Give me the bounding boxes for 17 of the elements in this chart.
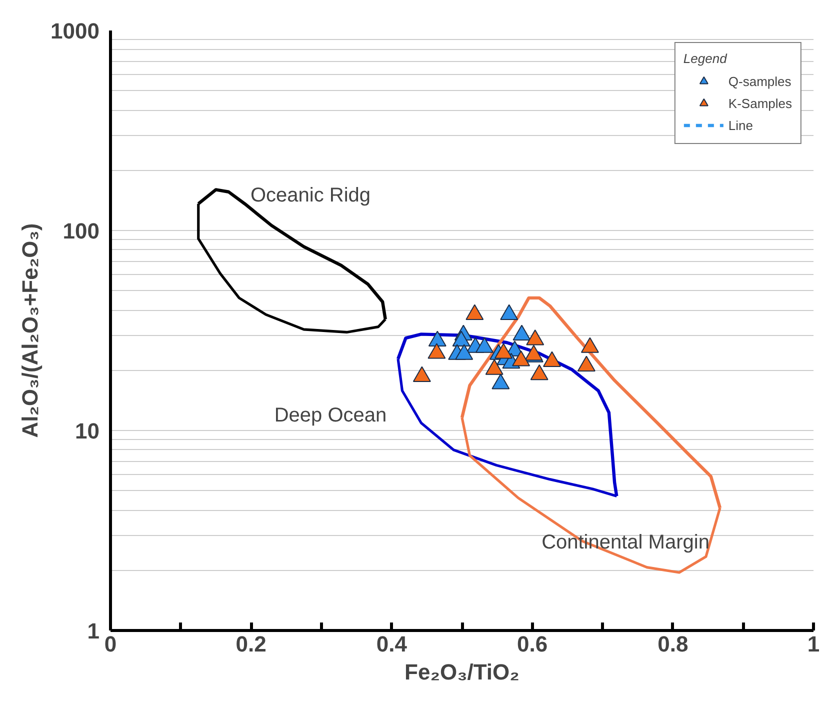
x-tick-label: 0 [104,632,117,656]
x-tick-label: 0.4 [376,632,408,656]
legend-title: Legend [683,51,728,66]
y-tick-label: 10 [75,418,100,444]
x-tick-label: 0.6 [517,632,548,656]
y-tick-label: 1000 [50,18,100,44]
legend-label: K-Samples [728,96,792,110]
legend-label: Q-samples [728,74,792,88]
x-tick-label: 0.8 [658,632,688,656]
x-tick-label: 0.2 [236,632,266,656]
y-tick-label: 100 [62,218,100,244]
y-axis-title: Al₂O₃/(Al₂O₃+Fe₂O₃) [18,223,43,438]
legend-label: Line [728,118,753,132]
x-tick-label: 1 [807,632,820,656]
annotation: Oceanic Ridg [250,184,371,206]
annotation: Deep Ocean [274,404,387,426]
x-axis-title: Fe₂O₃/TiO₂ [404,660,520,684]
